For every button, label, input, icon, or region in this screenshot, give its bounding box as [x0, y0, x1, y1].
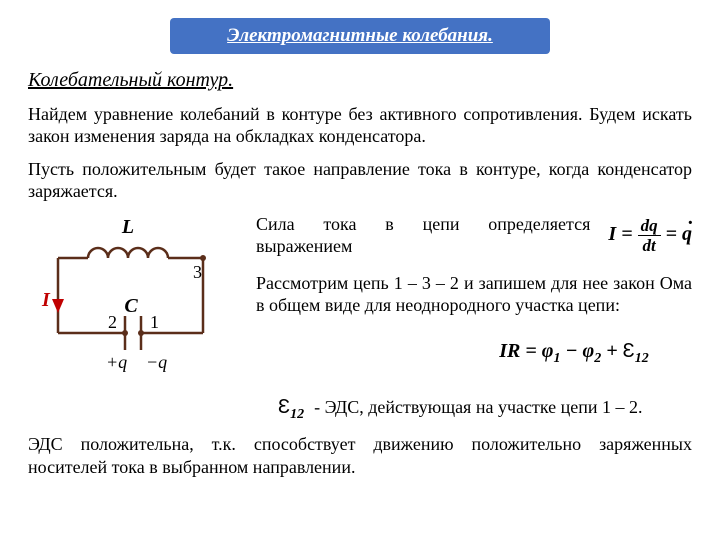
inductor-label: L	[121, 216, 134, 238]
section-subtitle: Колебательный контур.	[28, 68, 692, 93]
circuit-diagram: L C I 3 1 2 +q −q	[28, 213, 238, 383]
emf-definition-text: - ЭДС, действующая на участке цепи 1 – 2…	[314, 396, 642, 419]
paragraph-final: ЭДС положительна, т.к. способствует движ…	[28, 433, 692, 478]
capacitor-label: C	[124, 295, 138, 317]
emf-symbol: Ɛ12	[278, 391, 304, 424]
paragraph-2: Пусть положительным будет такое направле…	[28, 158, 692, 203]
node-1-label: 1	[150, 312, 159, 332]
ohm-law-text: Рассмотрим цепь 1 – 3 – 2 и запишем для …	[256, 272, 692, 317]
current-arrow-icon	[52, 299, 64, 313]
current-formula: I = dqdt = q	[608, 213, 692, 254]
plus-q-label: +q	[106, 352, 127, 372]
page-title: Электромагнитные колебания.	[170, 18, 550, 54]
current-label: I	[41, 289, 51, 311]
node-2-label: 2	[108, 312, 117, 332]
current-definition-text: Сила тока в цепи определяется выражением	[256, 213, 590, 258]
minus-q-label: −q	[146, 352, 167, 372]
ohm-law-formula: IR = φ1 − φ2 + Ɛ12	[456, 335, 692, 368]
paragraph-1: Найдем уравнение колебаний в контуре без…	[28, 103, 692, 148]
node-3-label: 3	[193, 262, 202, 282]
